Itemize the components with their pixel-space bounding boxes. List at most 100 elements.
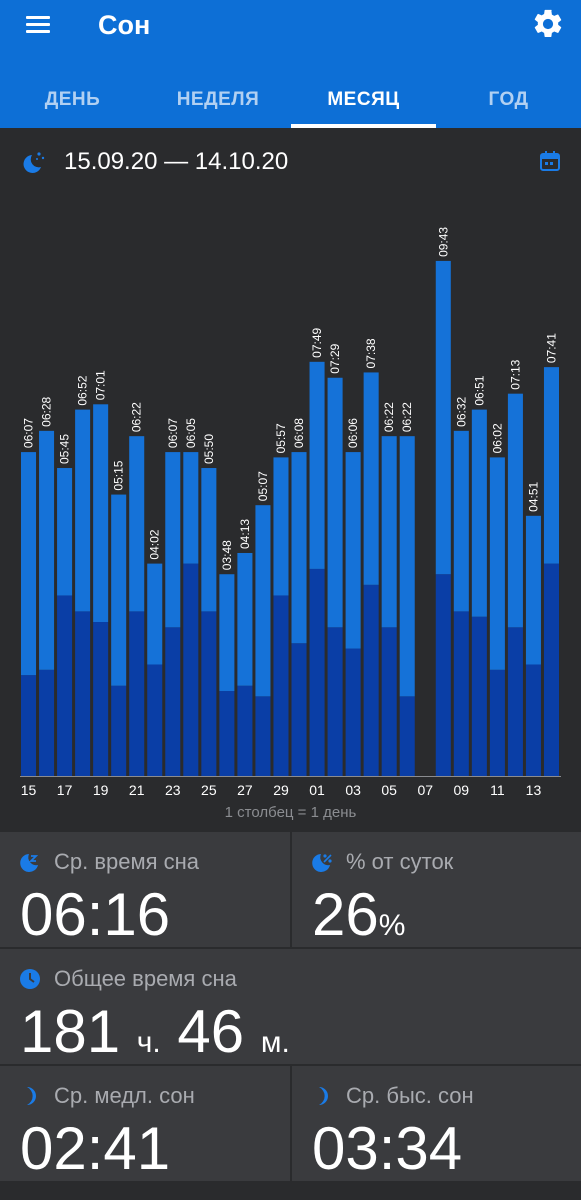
bar-light-18[interactable] xyxy=(75,409,91,612)
x-tick-label: 13 xyxy=(526,782,542,798)
bar-light-13[interactable] xyxy=(525,515,541,665)
moon-icon xyxy=(319,1087,328,1105)
bar-data-label: 06:22 xyxy=(382,402,396,432)
x-tick-label: 23 xyxy=(165,782,181,798)
tab-year[interactable]: ГОД xyxy=(488,89,529,110)
bar-deep-30[interactable] xyxy=(291,643,307,776)
avg-rem-value: 03:34 xyxy=(312,1115,463,1182)
bar-deep-16[interactable] xyxy=(39,669,55,776)
bar-data-label: 06:22 xyxy=(130,402,144,432)
card-avg-deep: Ср. медл. сон 02:41 xyxy=(0,1066,290,1182)
tab-day[interactable]: ДЕНЬ xyxy=(44,89,101,110)
bar-data-label: 05:07 xyxy=(256,471,270,501)
x-tick-label: 27 xyxy=(237,782,253,798)
bar-deep-03[interactable] xyxy=(345,648,361,776)
x-tick-label: 15 xyxy=(21,782,37,798)
bar-deep-29[interactable] xyxy=(273,595,289,776)
bar-data-label: 03:48 xyxy=(220,540,234,570)
tab-week[interactable]: НЕДЕЛЯ xyxy=(176,89,260,110)
bar-data-label: 05:45 xyxy=(58,434,72,464)
bar-data-label: 05:50 xyxy=(202,434,216,464)
bar-deep-26[interactable] xyxy=(219,691,235,776)
date-range-label: 15.09.20 — 14.10.20 xyxy=(64,148,289,175)
bar-deep-21[interactable] xyxy=(129,611,145,776)
moon-icon xyxy=(27,1087,36,1105)
bar-light-02[interactable] xyxy=(327,377,343,628)
bar-deep-17[interactable] xyxy=(57,595,73,776)
bar-light-12[interactable] xyxy=(507,393,523,628)
bar-deep-24[interactable] xyxy=(183,563,199,776)
bar-deep-10[interactable] xyxy=(471,616,487,776)
x-tick-label: 01 xyxy=(309,782,325,798)
bar-deep-19[interactable] xyxy=(93,622,109,776)
bar-deep-27[interactable] xyxy=(237,685,253,776)
menu-icon[interactable] xyxy=(22,10,54,40)
bar-data-label: 06:07 xyxy=(166,418,180,448)
bar-light-21[interactable] xyxy=(129,436,145,612)
bar-light-06[interactable] xyxy=(399,436,415,697)
bar-light-22[interactable] xyxy=(147,563,163,665)
bar-light-14[interactable] xyxy=(543,367,559,564)
bar-light-27[interactable] xyxy=(237,552,253,686)
bar-light-24[interactable] xyxy=(183,452,199,564)
bar-light-23[interactable] xyxy=(165,452,181,628)
percent-day-number: 26 xyxy=(312,881,379,948)
bar-data-label: 07:49 xyxy=(310,327,324,357)
bar-deep-25[interactable] xyxy=(201,611,217,776)
gear-icon[interactable] xyxy=(531,7,565,41)
app-bar: Сон ДЕНЬ НЕДЕЛЯ МЕСЯЦ ГОД xyxy=(0,0,581,128)
bar-deep-04[interactable] xyxy=(363,584,379,776)
bar-data-label: 06:02 xyxy=(490,423,504,453)
avg-sleep-label: Ср. время сна xyxy=(54,849,200,874)
bar-light-10[interactable] xyxy=(471,409,487,617)
bar-light-15[interactable] xyxy=(21,452,37,676)
bar-light-03[interactable] xyxy=(345,452,361,649)
bar-data-label: 06:06 xyxy=(346,418,360,448)
clock-icon xyxy=(20,969,40,989)
bar-deep-13[interactable] xyxy=(525,664,541,776)
x-tick-label: 25 xyxy=(201,782,217,798)
bar-light-20[interactable] xyxy=(111,494,127,686)
bar-light-04[interactable] xyxy=(363,372,379,585)
bar-data-label: 06:52 xyxy=(76,375,90,405)
bar-deep-28[interactable] xyxy=(255,696,271,776)
bar-light-19[interactable] xyxy=(93,404,109,623)
calendar-icon[interactable] xyxy=(538,149,562,173)
bar-deep-18[interactable] xyxy=(75,611,91,776)
x-tick-label: 21 xyxy=(129,782,145,798)
bar-data-label: 04:02 xyxy=(148,529,162,559)
bar-data-label: 07:01 xyxy=(94,370,108,400)
bar-deep-01[interactable] xyxy=(309,568,325,776)
bar-deep-22[interactable] xyxy=(147,664,163,776)
total-hours: 181 xyxy=(20,998,121,1065)
bar-deep-09[interactable] xyxy=(453,611,469,776)
bar-light-11[interactable] xyxy=(489,457,505,670)
bar-light-09[interactable] xyxy=(453,430,469,612)
bar-deep-02[interactable] xyxy=(327,627,343,776)
tab-indicator xyxy=(291,124,436,128)
bar-deep-11[interactable] xyxy=(489,669,505,776)
bar-light-29[interactable] xyxy=(273,457,289,596)
bar-data-label: 06:07 xyxy=(22,418,36,448)
bar-deep-20[interactable] xyxy=(111,685,127,776)
bar-light-30[interactable] xyxy=(291,452,307,644)
bar-light-25[interactable] xyxy=(201,468,217,612)
tab-month[interactable]: МЕСЯЦ xyxy=(327,89,400,110)
bar-deep-15[interactable] xyxy=(21,675,37,776)
bar-light-16[interactable] xyxy=(39,430,55,670)
period-tabs: ДЕНЬ НЕДЕЛЯ МЕСЯЦ ГОД xyxy=(0,72,581,128)
bar-light-01[interactable] xyxy=(309,361,325,569)
x-tick-label: 03 xyxy=(345,782,361,798)
bar-light-08[interactable] xyxy=(435,260,451,575)
bar-light-28[interactable] xyxy=(255,505,271,697)
bar-deep-05[interactable] xyxy=(381,627,397,776)
bar-deep-23[interactable] xyxy=(165,627,181,776)
avg-deep-label: Ср. медл. сон xyxy=(54,1083,195,1108)
bar-deep-06[interactable] xyxy=(399,696,415,776)
bar-light-05[interactable] xyxy=(381,436,397,628)
bar-deep-12[interactable] xyxy=(507,627,523,776)
bar-deep-14[interactable] xyxy=(543,563,559,776)
bar-deep-08[interactable] xyxy=(435,574,451,776)
bar-light-26[interactable] xyxy=(219,574,235,692)
bar-light-17[interactable] xyxy=(57,468,73,596)
